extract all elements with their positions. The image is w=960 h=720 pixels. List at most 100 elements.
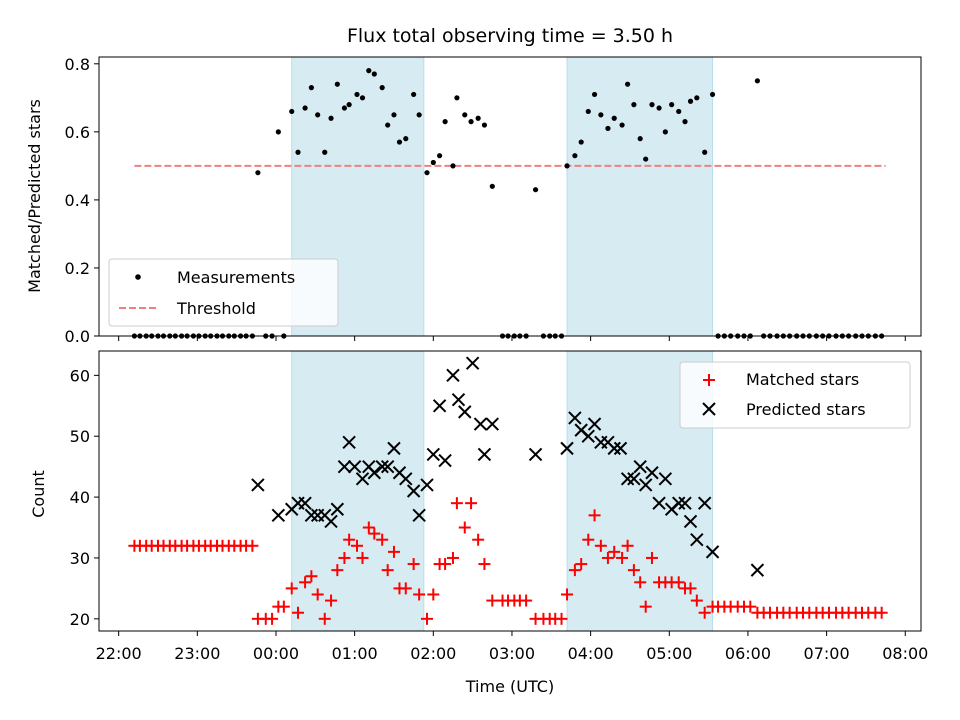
matched-star-point: [520, 594, 533, 607]
top-panel: 0.00.20.40.60.8 Matched/Predicted stars …: [25, 55, 922, 346]
measurement-point: [403, 136, 409, 142]
measurement-point: [454, 95, 460, 101]
y-tick-label: 50: [70, 427, 90, 446]
predicted-star-point: [380, 459, 395, 474]
matched-star-point: [368, 527, 381, 540]
matched-star-point: [338, 551, 351, 564]
matched-star-point: [318, 612, 331, 625]
measurement-point: [371, 71, 377, 77]
measurement-point: [572, 153, 578, 159]
matched-star-point: [446, 551, 459, 564]
predicted-star-point: [568, 411, 582, 425]
matched-star-point: [621, 539, 634, 552]
predicted-star-point: [645, 466, 659, 480]
measurement-point: [334, 81, 340, 87]
predicted-star-point: [375, 459, 389, 474]
predicted-star-point: [581, 429, 595, 443]
matched-star-point: [413, 588, 426, 601]
predicted-star-point: [387, 441, 401, 456]
predicted-star-point: [672, 496, 686, 510]
x-tick-label: 23:00: [174, 644, 220, 663]
measurement-point: [578, 139, 584, 145]
matched-star-point: [672, 576, 685, 589]
measurement-point: [366, 68, 372, 74]
matched-star-point: [421, 612, 434, 625]
predicted-star-point: [271, 508, 286, 523]
measurement-point: [468, 119, 474, 125]
measurement-point: [637, 136, 643, 142]
measurement-point: [694, 95, 700, 101]
measurement-point: [631, 102, 637, 108]
measurement-point: [385, 122, 391, 128]
measurement-point: [564, 163, 570, 169]
matched-star-point: [292, 606, 305, 619]
measurement-point: [346, 102, 352, 108]
predicted-star-point: [633, 459, 647, 474]
matched-star-point: [555, 612, 568, 625]
x-tick-label: 03:00: [489, 644, 535, 663]
predicted-star-point: [337, 459, 352, 474]
matched-star-point: [568, 564, 581, 577]
measurement-point: [619, 122, 625, 128]
measurement-point: [391, 112, 397, 118]
matched-star-point: [601, 551, 614, 564]
x-tick-label: 01:00: [332, 644, 378, 663]
measurement-point: [442, 119, 448, 125]
matched-star-point: [331, 564, 344, 577]
y-tick-label: 0.8: [65, 55, 90, 74]
predicted-star-point: [613, 441, 628, 456]
measurement-point: [341, 105, 348, 111]
measurement-point: [359, 95, 366, 101]
legend-measurements-marker: [135, 274, 141, 280]
matched-star-point: [362, 521, 375, 534]
predicted-star-point: [432, 399, 447, 413]
x-tick-label: 00:00: [253, 644, 299, 663]
y-tick-label: 30: [70, 549, 90, 568]
y-tick-label: 0.0: [65, 327, 90, 346]
matched-star-point: [478, 558, 491, 571]
y-tick-label: 40: [70, 488, 90, 507]
measurement-point: [676, 108, 682, 115]
matched-star-point: [376, 533, 389, 546]
predicted-star-point: [355, 472, 370, 486]
measurement-point: [436, 153, 443, 159]
measurement-point: [430, 159, 436, 166]
matched-star-point: [616, 551, 629, 564]
legend-threshold-label: Threshold: [176, 299, 256, 318]
predicted-star-point: [620, 472, 635, 486]
x-tick-label: 05:00: [646, 644, 692, 663]
matched-star-point: [698, 606, 711, 619]
matched-star-point: [645, 551, 658, 564]
predicted-star-point: [330, 502, 345, 516]
measurement-point: [669, 102, 675, 108]
x-tick-label: 04:00: [568, 644, 614, 663]
matched-star-point: [285, 582, 298, 595]
matched-star-point: [277, 600, 290, 613]
matched-star-point: [399, 582, 412, 595]
top-legend: Measurements Threshold: [108, 258, 339, 327]
measurement-point: [379, 85, 385, 91]
top-y-ticks: 0.0 0.2 0.4 0.6 0.8: [65, 55, 99, 346]
measurement-point: [275, 129, 281, 135]
measurement-point: [611, 115, 617, 121]
matched-star-point: [627, 564, 640, 577]
legend-matched-label: Matched stars: [746, 370, 859, 389]
matched-star-point: [634, 576, 647, 589]
matched-star-point: [486, 594, 499, 607]
predicted-star-point: [342, 435, 356, 450]
measurement-point: [682, 119, 688, 125]
measurement-point: [649, 102, 655, 108]
matched-star-point: [325, 594, 338, 607]
y-tick-label: 0.2: [65, 259, 90, 278]
predicted-star-point: [367, 466, 382, 480]
measurement-point: [462, 112, 468, 118]
predicted-star-point: [451, 392, 466, 407]
predicted-star-point: [347, 459, 362, 474]
measurement-point: [585, 108, 591, 115]
x-axis-label: Time (UTC): [465, 677, 554, 696]
predicted-star-point: [465, 356, 480, 370]
matched-star-point: [246, 539, 259, 552]
matched-star-point: [594, 539, 607, 552]
predicted-star-point: [658, 472, 673, 486]
matched-star-point: [305, 570, 318, 583]
